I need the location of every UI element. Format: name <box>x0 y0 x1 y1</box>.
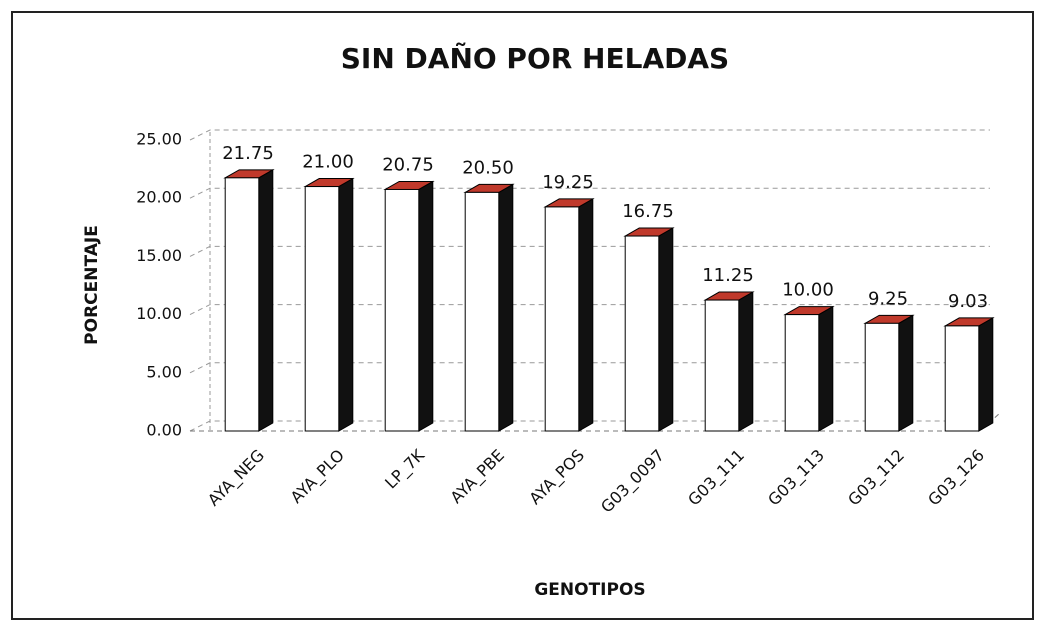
chart-title: SIN DAÑO POR HELADAS <box>341 41 729 75</box>
y-tick-label: 20.00 <box>136 188 182 207</box>
value-label: 16.75 <box>622 201 674 222</box>
bar-side <box>498 183 514 432</box>
bar-side <box>658 227 674 432</box>
bar <box>864 322 900 432</box>
value-label: 21.75 <box>222 143 274 164</box>
y-tick-label: 10.00 <box>136 304 182 323</box>
floor <box>190 412 1001 432</box>
bar-side <box>258 168 274 432</box>
y-tick-label: 15.00 <box>136 246 182 265</box>
bar-side <box>338 177 354 432</box>
y-tick-label: 0.00 <box>146 421 182 440</box>
grid-line <box>189 187 990 199</box>
value-label: 19.25 <box>542 172 594 193</box>
chart-frame <box>11 11 1034 620</box>
bar-side <box>418 180 434 432</box>
y-tick-label: 5.00 <box>146 362 182 381</box>
bar <box>784 314 820 432</box>
bar <box>384 188 420 432</box>
grid-line <box>189 245 990 257</box>
bar <box>464 191 500 432</box>
bar <box>544 206 580 432</box>
value-label: 20.75 <box>382 154 434 175</box>
value-label: 10.00 <box>782 280 834 301</box>
x-axis-title: GENOTIPOS <box>534 580 645 600</box>
value-label: 9.25 <box>868 288 908 309</box>
bar <box>224 177 260 432</box>
bar-side <box>978 317 994 432</box>
value-label: 21.00 <box>302 152 354 173</box>
bar <box>704 299 740 432</box>
bar <box>944 325 980 432</box>
bar-side <box>578 198 594 432</box>
y-tick-label: 25.00 <box>136 130 182 149</box>
bar-side <box>898 314 914 432</box>
grid-line <box>189 129 990 141</box>
bar-side <box>738 291 754 432</box>
y-axis-title: PORCENTAJE <box>82 225 102 345</box>
value-label: 9.03 <box>948 291 988 312</box>
value-label: 11.25 <box>702 265 754 286</box>
bar-side <box>818 305 834 432</box>
bar <box>624 235 660 432</box>
value-label: 20.50 <box>462 157 514 178</box>
bar <box>304 186 340 432</box>
